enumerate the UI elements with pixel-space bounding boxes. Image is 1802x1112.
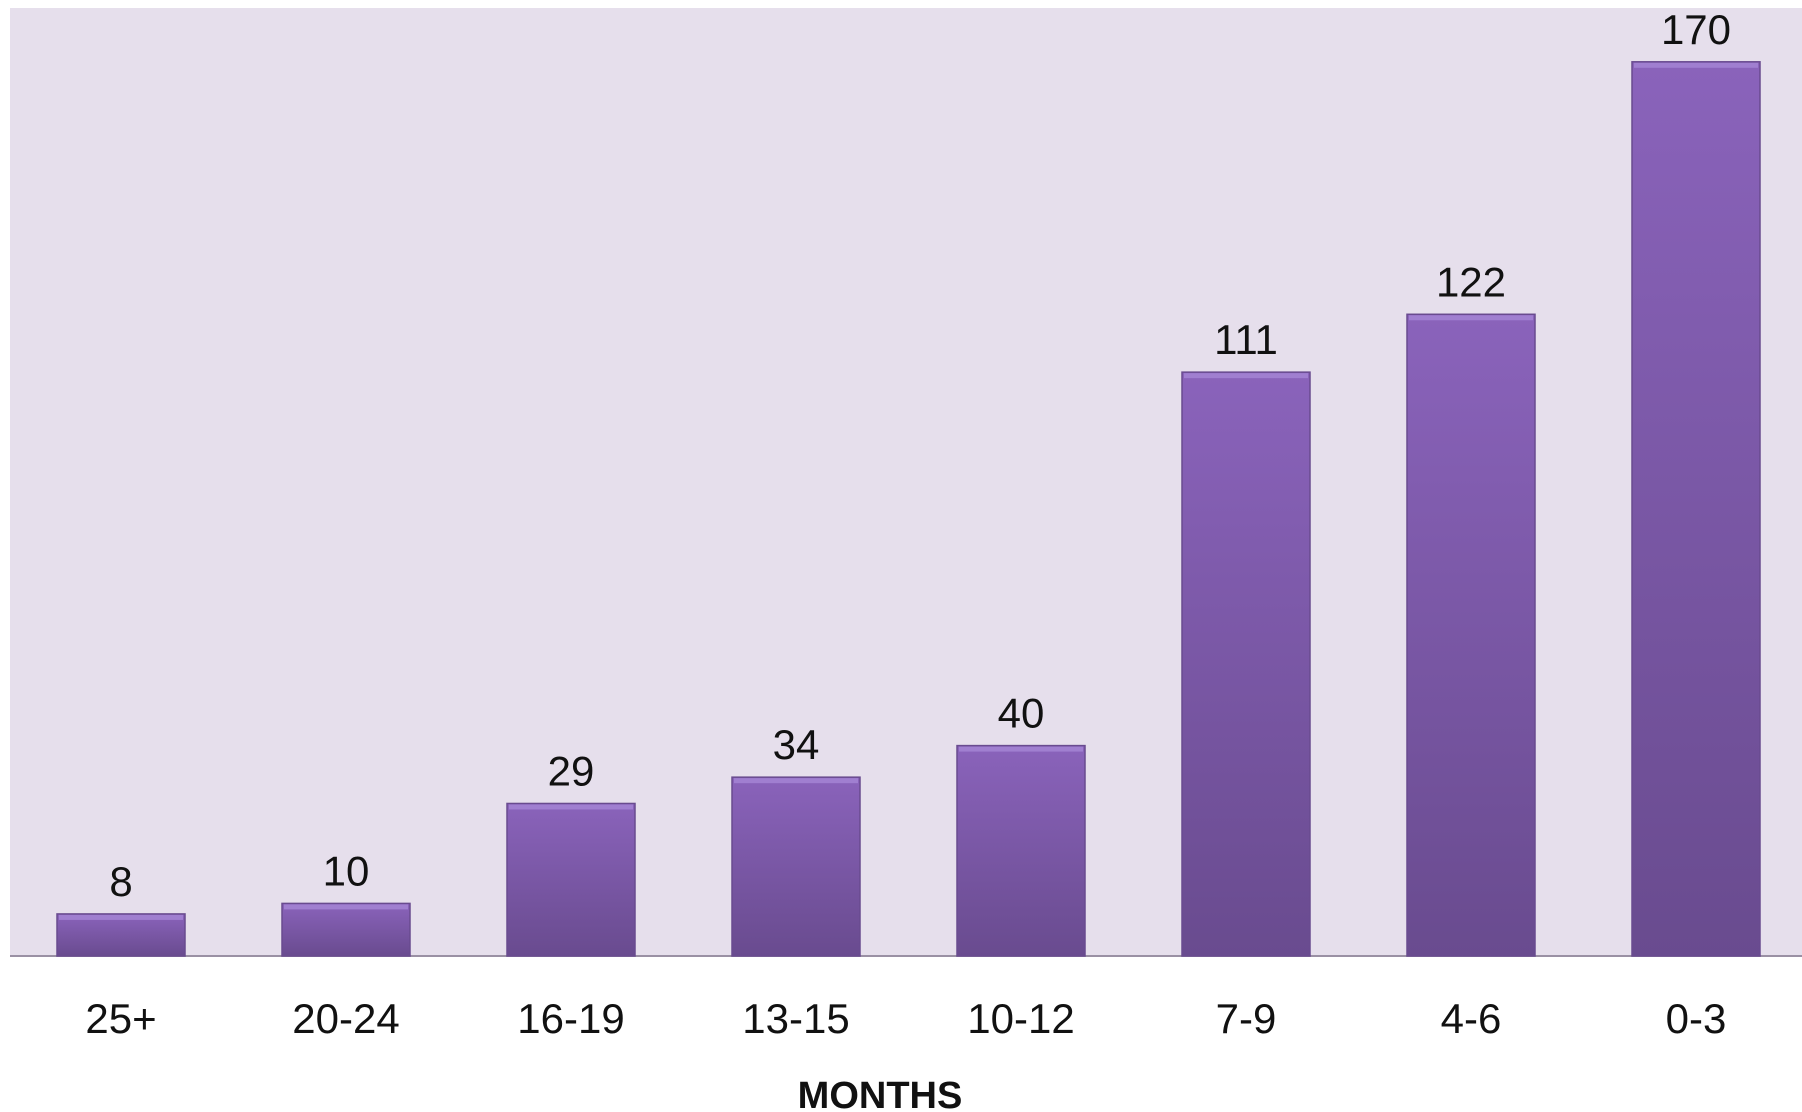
bar-16-19 [506, 802, 636, 957]
bar-13-15 [731, 776, 861, 957]
bar-25+ [56, 913, 186, 957]
bar-top-highlight [59, 914, 183, 920]
x-tick-label: 25+ [85, 995, 156, 1042]
bar-top-highlight [959, 746, 1083, 752]
bar-top-highlight [284, 904, 408, 910]
value-label: 170 [1661, 6, 1731, 53]
bars-group [56, 61, 1761, 957]
x-tick-label: 0-3 [1666, 995, 1727, 1042]
value-label: 111 [1214, 316, 1278, 363]
x-tick-label: 16-19 [517, 995, 624, 1042]
bar-4-6 [1406, 313, 1536, 957]
bar-top-highlight [734, 778, 858, 784]
bar-top-highlight [509, 804, 633, 810]
value-label: 40 [998, 690, 1045, 737]
value-label: 122 [1436, 258, 1506, 305]
bar-0-3 [1631, 61, 1761, 957]
bar-top-highlight [1409, 315, 1533, 321]
bar-7-9 [1181, 371, 1311, 957]
bar-20-24 [281, 902, 411, 957]
bar-top-highlight [1634, 62, 1758, 68]
x-tick-label: 13-15 [742, 995, 849, 1042]
bar-top-highlight [1184, 373, 1308, 379]
value-label: 10 [323, 847, 370, 894]
x-tick-label: 20-24 [292, 995, 399, 1042]
x-tick-label: 10-12 [967, 995, 1074, 1042]
value-label: 29 [548, 747, 595, 794]
x-tick-labels-group: 25+ 20-24 16-19 13-15 10-12 7-9 4-6 0-3 [85, 995, 1726, 1042]
value-label: 8 [109, 858, 132, 905]
x-axis-title: MONTHS [798, 1075, 963, 1112]
x-tick-label: 4-6 [1441, 995, 1502, 1042]
bar-10-12 [956, 744, 1086, 957]
value-labels-group: 8 10 29 34 40 111 122 170 [109, 6, 1731, 905]
value-label: 34 [773, 721, 820, 768]
x-tick-label: 7-9 [1216, 995, 1277, 1042]
